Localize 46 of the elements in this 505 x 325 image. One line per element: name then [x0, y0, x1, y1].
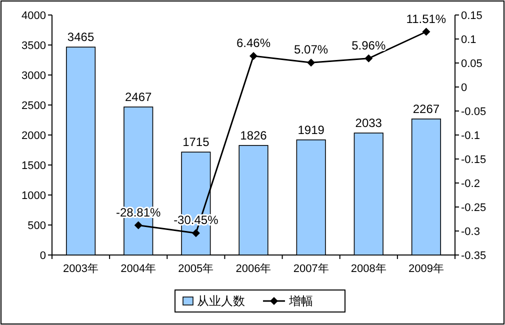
- x-tick-label: 2005年: [178, 263, 214, 275]
- y-tick-label: 2500: [22, 100, 46, 112]
- x-tick-label: 2004年: [120, 263, 156, 275]
- data-label: 2467: [125, 90, 152, 104]
- data-label: 2267: [412, 102, 440, 116]
- y2-tick-label: 0.05: [461, 58, 482, 70]
- data-label: 5.07%: [294, 42, 328, 57]
- y-tick-label: 3000: [22, 70, 46, 82]
- point: [134, 221, 142, 230]
- data-label: 1919: [298, 122, 325, 137]
- y-tick-label: 500: [28, 220, 46, 232]
- x-tick-label: 2008年: [350, 263, 386, 275]
- y2-tick-label: -0.25: [461, 202, 486, 214]
- data-label: 1826: [240, 128, 268, 142]
- data-label: 5.96%: [352, 38, 386, 52]
- y2-tick-label: 0.1: [461, 34, 476, 46]
- y2-tick-label: -0.1: [461, 130, 480, 142]
- data-label: 6.46%: [236, 36, 271, 50]
- x-tick-label: 2009年: [408, 263, 444, 275]
- y2-tick-label: 0.15: [461, 10, 482, 22]
- y2-tick-label: -0.2: [461, 178, 480, 190]
- y2-tick-label: -0.05: [461, 106, 486, 118]
- x-tick-label: 2003年: [63, 263, 99, 275]
- y-tick-label: 1500: [22, 160, 46, 172]
- y2-tick-label: -0.3: [461, 226, 480, 238]
- y-tick-label: 2000: [22, 130, 46, 142]
- data-label: 1715: [182, 135, 210, 150]
- point: [307, 58, 316, 67]
- legend-label: 从业人数: [197, 294, 245, 308]
- y2-tick-label: 0: [461, 82, 468, 94]
- legend-label: 增幅: [288, 294, 313, 308]
- y-tick-label: 3500: [22, 40, 46, 52]
- data-label: 2033: [355, 116, 382, 130]
- y-tick-label: 0: [40, 250, 46, 262]
- point: [192, 229, 200, 238]
- y2-tick-label: -0.35: [461, 250, 486, 262]
- x-tick-label: 2006年: [236, 263, 272, 275]
- data-label: 11.51%: [406, 12, 446, 26]
- point: [364, 54, 373, 62]
- y2-tick-label: -0.15: [461, 154, 486, 166]
- point: [422, 28, 430, 36]
- data-label: 3465: [67, 30, 94, 44]
- y-tick-label: 4000: [22, 10, 46, 22]
- x-tick-label: 2007年: [293, 263, 329, 275]
- y-tick-label: 1000: [22, 190, 46, 202]
- point: [250, 52, 258, 60]
